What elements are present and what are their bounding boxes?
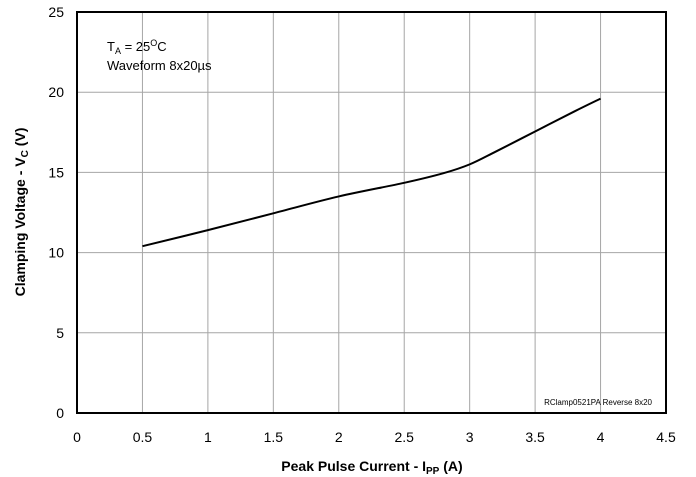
x-tick-label: 4 <box>597 429 605 445</box>
plot-border <box>76 11 667 414</box>
x-tick-label: 0 <box>73 429 81 445</box>
y-tick-label: 15 <box>48 164 64 180</box>
y-axis-title: Clamping Voltage - VC (V) <box>12 128 31 297</box>
y-tick-label: 5 <box>56 325 64 341</box>
x-axis-ticks: 0 0.5 1 1.5 2 2.5 3 3.5 4 4.5 <box>73 429 676 445</box>
y-tick-label: 0 <box>56 405 64 421</box>
x-tick-label: 4.5 <box>656 429 676 445</box>
x-axis-title: Peak Pulse Current - IPP (A) <box>281 458 462 477</box>
waveform-condition-label: Waveform 8x20µs <box>107 58 212 73</box>
x-tick-label: 3.5 <box>525 429 545 445</box>
x-tick-label: 1.5 <box>264 429 284 445</box>
x-tick-label: 1 <box>204 429 212 445</box>
y-tick-label: 25 <box>48 4 64 20</box>
x-tick-label: 3 <box>466 429 474 445</box>
series-line <box>142 97 601 248</box>
x-tick-label: 0.5 <box>133 429 153 445</box>
series-layer <box>142 97 601 248</box>
device-footer-label: RClamp0521PA Reverse 8x20 <box>544 398 652 407</box>
y-axis-ticks: 0 5 10 15 20 25 <box>48 4 64 421</box>
temperature-condition-label: TA = 25OC <box>107 38 167 56</box>
x-tick-label: 2.5 <box>394 429 414 445</box>
x-tick-label: 2 <box>335 429 343 445</box>
y-tick-label: 20 <box>48 84 64 100</box>
y-tick-label: 10 <box>48 245 64 261</box>
